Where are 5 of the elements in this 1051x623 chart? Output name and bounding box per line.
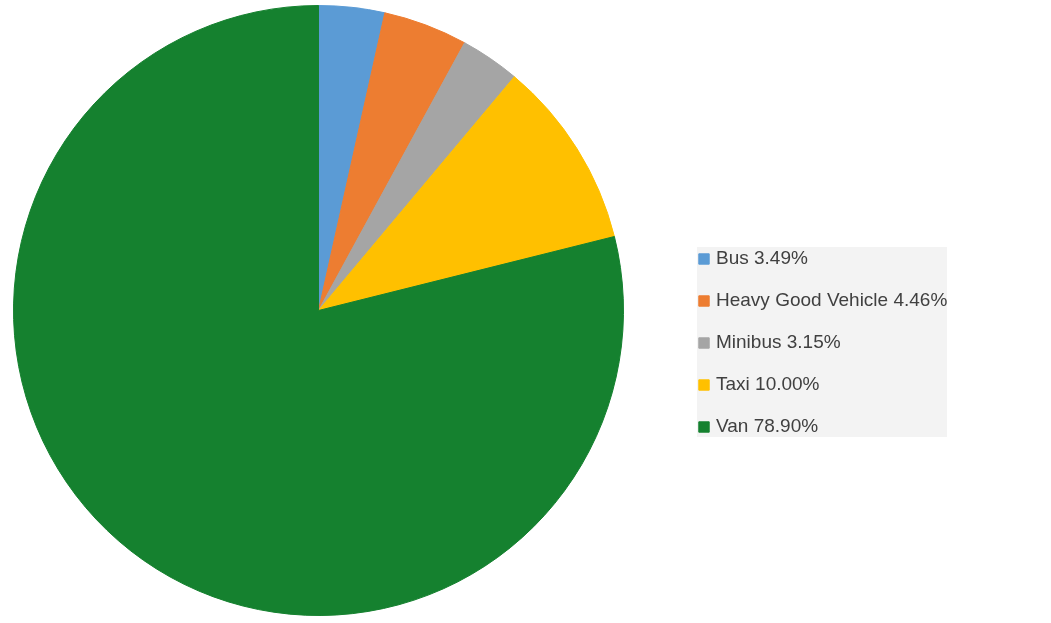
- legend-label: Heavy Good Vehicle 4.46%: [716, 289, 948, 311]
- legend-label: Taxi 10.00%: [716, 373, 820, 395]
- legend-label: Minibus 3.15%: [716, 331, 841, 353]
- legend-label: Van 78.90%: [716, 415, 819, 437]
- legend-label: Bus 3.49%: [716, 247, 808, 269]
